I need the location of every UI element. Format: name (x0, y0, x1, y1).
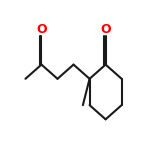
Text: O: O (100, 23, 111, 36)
Text: O: O (36, 23, 47, 36)
